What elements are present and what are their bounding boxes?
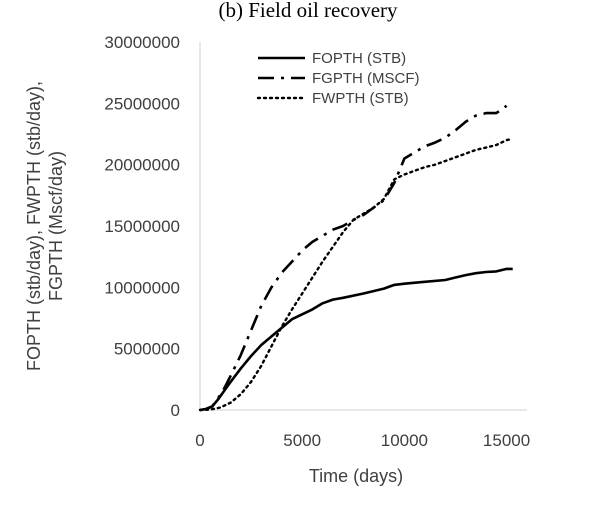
x-tick-label: 5000 <box>283 431 321 450</box>
x-tick-label: 15000 <box>483 431 530 450</box>
y-tick-label: 20000000 <box>104 156 180 175</box>
y-axis-title-line-1: FOPTH (stb/day), FWPTH (stb/day), <box>24 81 44 371</box>
series-line-1 <box>199 267 513 412</box>
x-axis-title: Time (days) <box>309 466 403 486</box>
y-tick-label: 10000000 <box>104 278 180 297</box>
legend-label-1: FOPTH (STB) <box>312 50 406 67</box>
series-lines <box>198 104 514 412</box>
series-line-2 <box>199 104 508 412</box>
y-tick-labels: 0 5000000 10000000 15000000 20000000 25000000… <box>104 33 180 420</box>
legend-label-3: FWPTH (STB) <box>312 90 409 107</box>
y-tick-label: 15000000 <box>104 217 180 236</box>
y-tick-label: 30000000 <box>104 33 180 52</box>
y-axis-title-line-2: FGPTH (Mscf/day) <box>46 151 66 301</box>
chart-title: (b) Field oil recovery <box>218 0 398 22</box>
series-line-3 <box>198 137 514 412</box>
legend: FOPTH (STB) FGPTH (MSCF) FWPTH (STB) <box>256 50 419 107</box>
y-tick-label: 25000000 <box>104 94 180 113</box>
x-tick-labels: 0 5000 10000 15000 <box>195 431 530 450</box>
y-tick-label: 0 <box>171 401 180 420</box>
y-tick-label: 5000000 <box>114 340 180 359</box>
x-tick-label: 0 <box>195 431 204 450</box>
x-tick-label: 10000 <box>381 431 428 450</box>
legend-label-2: FGPTH (MSCF) <box>312 70 419 87</box>
y-axis-title: FOPTH (stb/day), FWPTH (stb/day), FGPTH … <box>24 81 66 371</box>
